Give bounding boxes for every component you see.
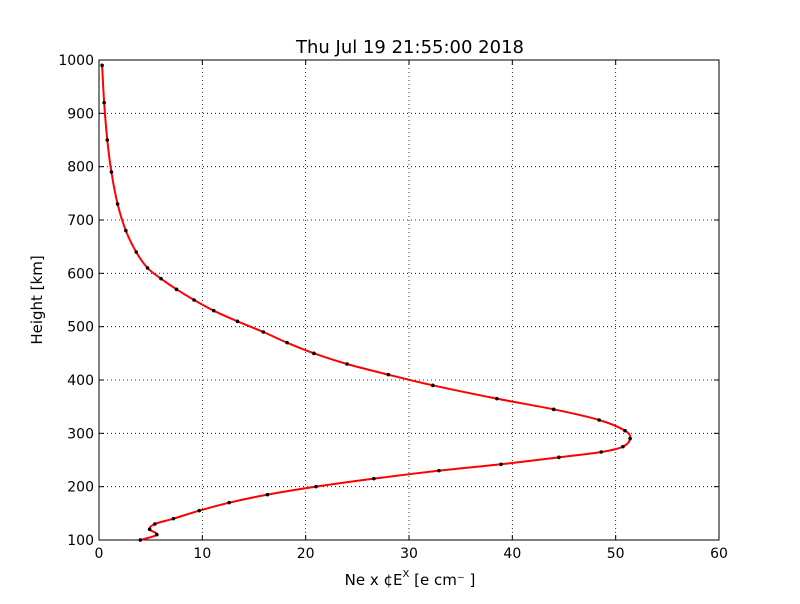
y-tick-label: 800 — [67, 160, 94, 176]
y-tick-labels: 100 200 300 400 500 600 700 800 900 1000 — [58, 53, 94, 549]
data-point — [197, 508, 202, 513]
y-tick-label: 100 — [67, 533, 94, 549]
data-point — [628, 436, 632, 441]
data-point — [372, 476, 376, 481]
x-tick-label: 60 — [710, 546, 728, 562]
data-point — [312, 351, 316, 356]
data-point — [265, 492, 270, 497]
data-point — [437, 468, 441, 473]
data-point — [211, 308, 216, 313]
y-axis-label: Height [km] — [28, 255, 46, 344]
y-tick-label: 900 — [67, 106, 94, 122]
x-tick-labels: 0 10 20 30 40 50 60 — [95, 546, 728, 562]
axis-ticks — [98, 59, 720, 541]
x-tick-label: 40 — [503, 546, 521, 562]
y-tick-label: 700 — [67, 213, 94, 229]
data-point — [623, 428, 627, 433]
x-axis-label-main: Ne x ¢E — [345, 571, 403, 589]
x-tick-label: 10 — [193, 546, 211, 562]
grid-lines — [98, 59, 720, 541]
data-point — [155, 532, 159, 537]
data-point — [551, 407, 556, 412]
data-point — [192, 298, 196, 302]
data-point — [227, 500, 231, 505]
data-point — [314, 484, 318, 489]
data-point — [159, 276, 163, 281]
x-axis-label-superscript: X — [403, 569, 410, 580]
data-point — [174, 287, 179, 292]
data-point — [153, 522, 157, 526]
data-point — [138, 538, 143, 542]
data-point — [124, 228, 128, 233]
y-tick-label: 600 — [67, 266, 94, 282]
chart-title: Thu Jul 19 21:55:00 2018 — [295, 37, 524, 58]
data-point — [599, 450, 603, 454]
x-tick-label: 50 — [607, 546, 625, 562]
data-point — [102, 100, 106, 105]
data-point — [597, 418, 601, 422]
data-point — [134, 250, 138, 254]
data-point — [171, 516, 176, 521]
data-point — [386, 372, 391, 377]
data-point — [145, 266, 150, 270]
y-tick-label: 400 — [67, 373, 94, 389]
data-point — [235, 319, 240, 324]
data-point — [115, 202, 120, 206]
data-point — [621, 444, 625, 449]
x-tick-label: 0 — [95, 546, 104, 562]
data-point — [147, 527, 152, 532]
x-axis-label: Ne x ¢EX [e cm⁻ ] — [345, 569, 476, 589]
data-point — [345, 362, 349, 366]
x-tick-label: 30 — [400, 546, 418, 562]
data-point — [495, 396, 499, 401]
x-axis-label-unit: [e cm⁻ ] — [409, 571, 475, 589]
data-point — [109, 170, 114, 174]
data-point — [105, 138, 110, 142]
data-point — [499, 462, 503, 467]
x-tick-label: 20 — [297, 546, 315, 562]
y-tick-label: 1000 — [58, 53, 94, 69]
y-tick-label: 200 — [67, 480, 94, 496]
y-tick-label: 500 — [67, 320, 94, 336]
series-line — [101, 65, 632, 541]
data-point — [261, 330, 266, 334]
y-tick-label: 300 — [67, 426, 94, 442]
data-point — [430, 383, 435, 388]
series-group — [100, 63, 632, 542]
data-point — [285, 340, 289, 345]
data-point — [557, 455, 561, 460]
data-point — [100, 63, 104, 68]
